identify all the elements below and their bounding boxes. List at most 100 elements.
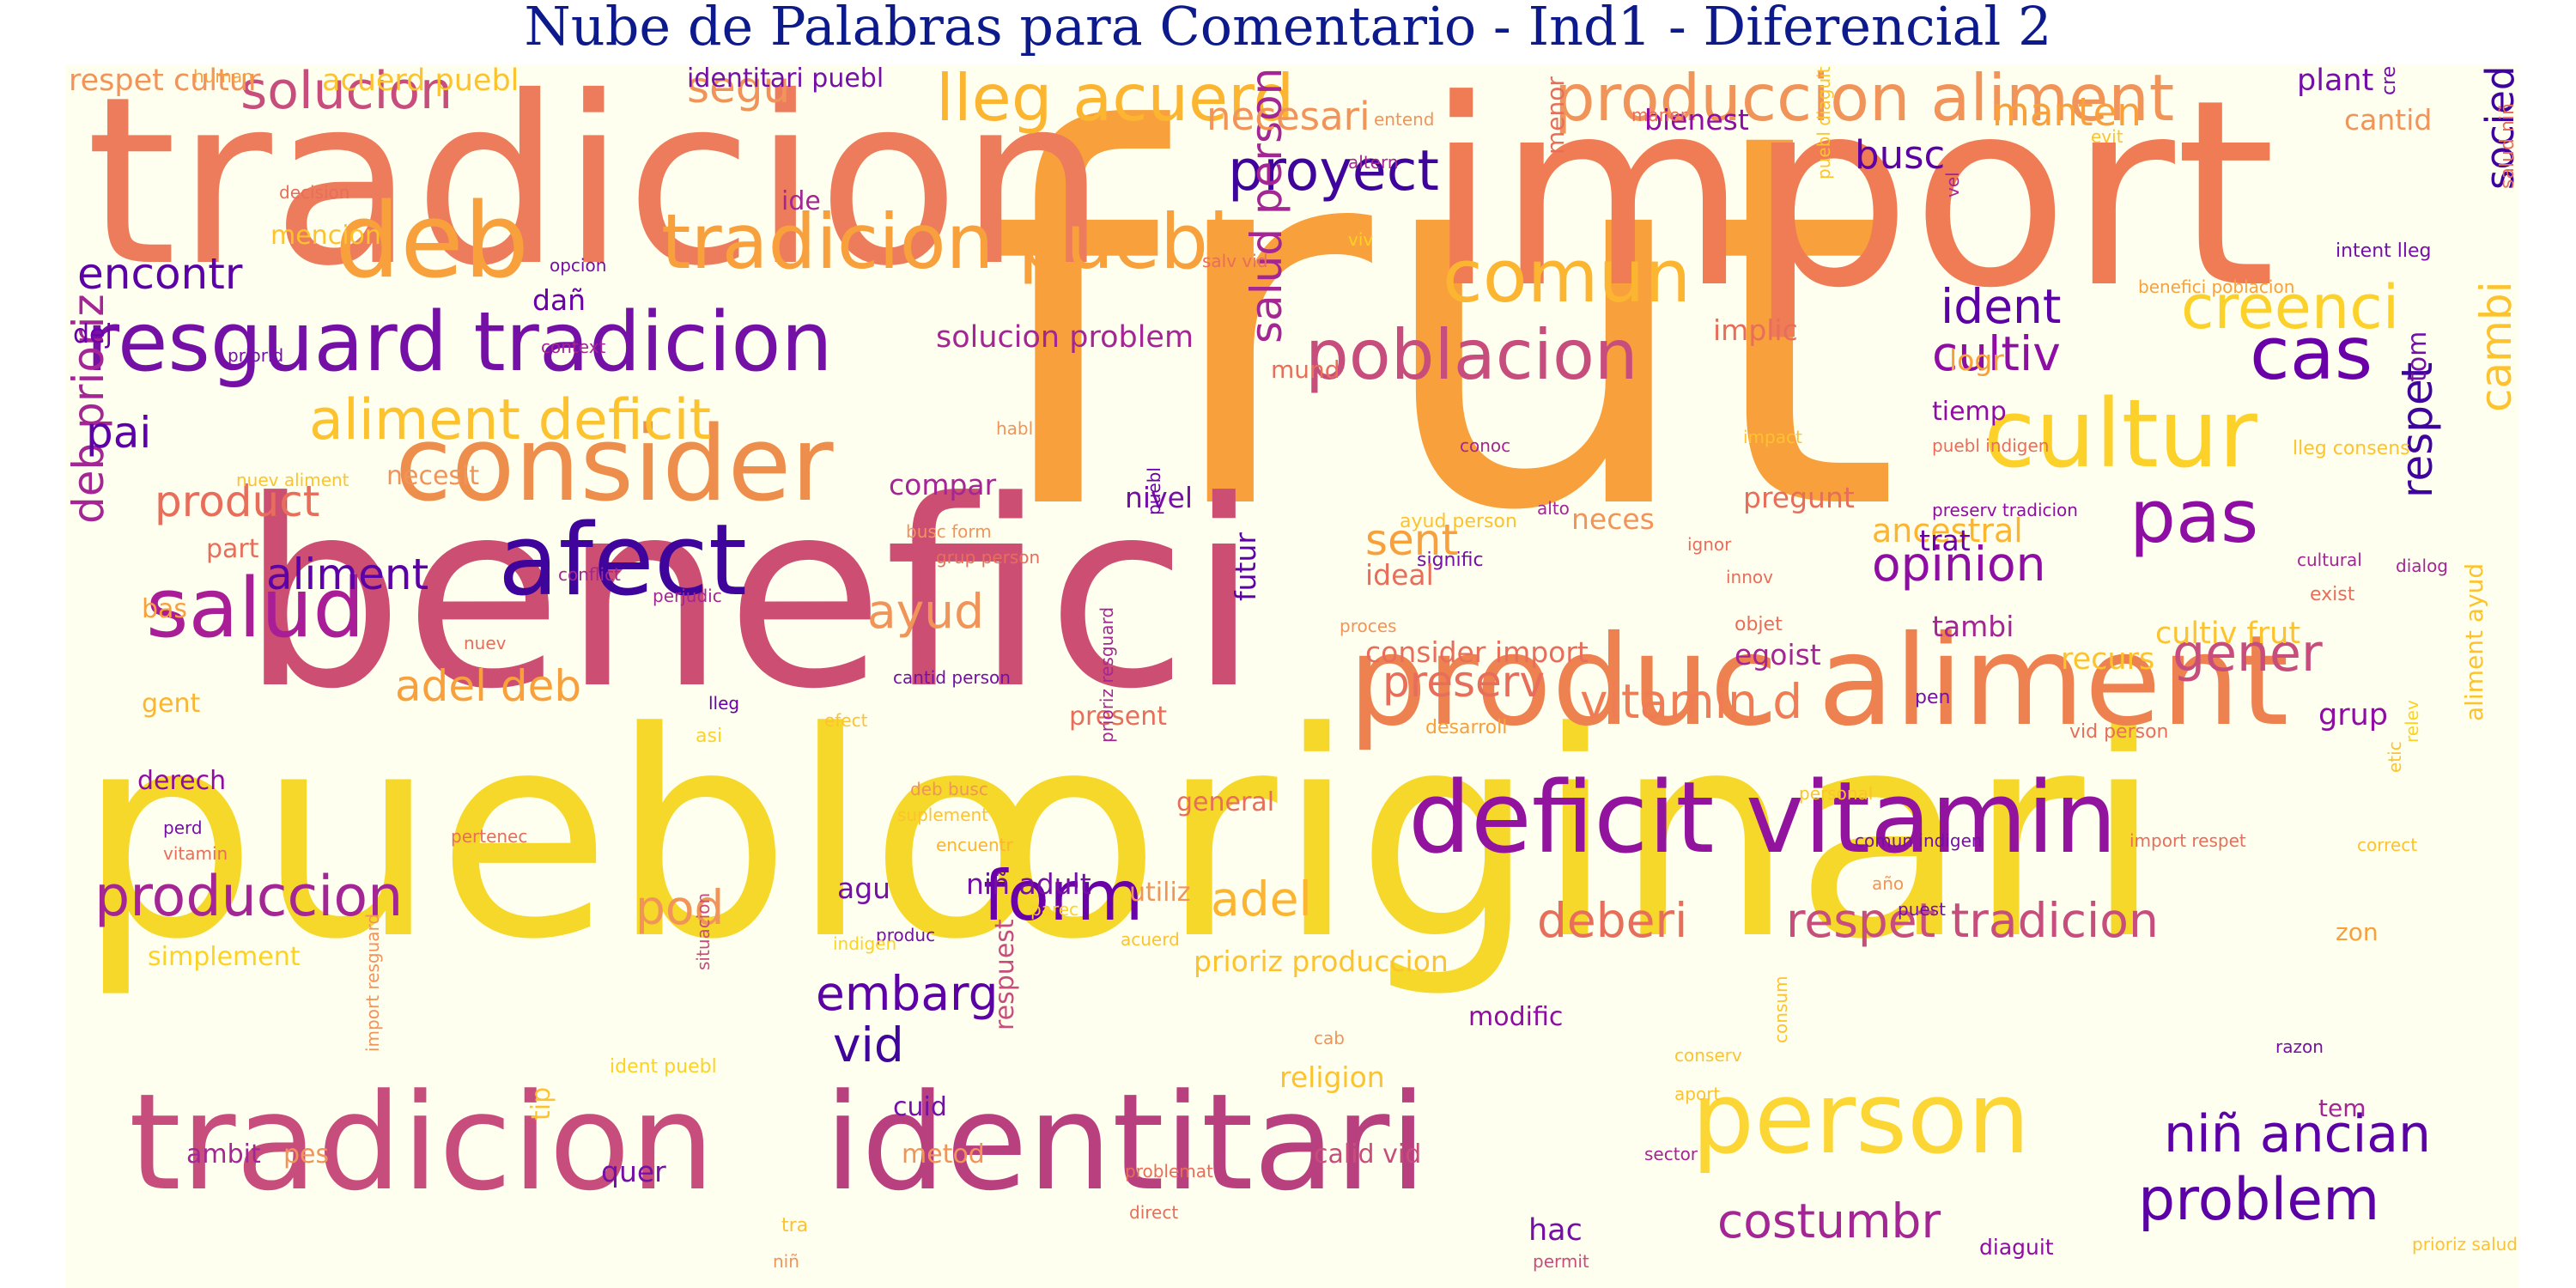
word-preserv-tradicion: preserv tradicion [1932,499,2078,520]
word-intent-lleg: intent lleg [2336,240,2432,262]
word-manten: manten [1992,89,2142,136]
word-evit: evit [2091,125,2123,147]
word-indigen: indigen [833,933,897,954]
word-neces: neces [1571,501,1655,536]
word-pes: pes [283,1139,330,1170]
word-proces: proces [1340,615,1397,636]
word-simplement: simplement [148,942,301,973]
word-decision: decision [279,181,350,203]
word-maner: maner [1631,104,1687,125]
word-pen: pen [1915,686,1951,708]
word-pas: pas [2129,475,2259,561]
word-aliment-ayud: aliment ayud [2459,562,2488,721]
word-cab: cab [1314,1027,1345,1048]
word-product: product [155,477,320,526]
word-tra: tra [781,1214,809,1236]
word-cas: cas [2250,312,2373,398]
word-vitamin-d: vitamin d [1580,673,1803,729]
word-necesit: necesit [386,461,480,492]
word-pod: pod [635,879,725,935]
word-derech: derech [137,766,227,797]
word-priorid: priorid [228,344,284,366]
word-ident-puebl: ident puebl [610,1055,717,1078]
word-respet-cultur: respet cultur [69,64,261,98]
word-cultural: cultural [2297,549,2362,570]
word-calid-vid: calid vid [1314,1139,1422,1170]
word-pai: pai [86,408,152,458]
word-preserv: preserv [1382,657,1545,707]
word-vid: vid [833,1017,904,1072]
word-comun-indigen: comun indigen [1855,829,1983,851]
word-consider: consider [395,404,834,525]
word-grup-person: grup person [936,546,1041,568]
word-correct: correct [2357,834,2418,855]
word-compar: compar [889,467,997,501]
word-acuerd: acuerd [1121,928,1180,950]
word-tradicion: tradicion [129,1064,715,1220]
word-personal: personal [1799,782,1874,804]
word-solucion-problem: solucion problem [936,320,1194,355]
word-salud: salud [146,562,365,657]
word-prioriz-salud: prioriz salud [2412,1233,2518,1255]
word-ano: año [1872,872,1905,894]
word-dej: dej [73,319,112,350]
word-efect: efect [824,709,868,731]
word-salv-vid: salv vid [1202,250,1268,271]
word-salud-nin: salud niñ [2497,103,2518,189]
word-proyect: proyect [1228,138,1440,204]
word-perjudic: perjudic [653,585,722,606]
word-zon: zon [2336,918,2379,947]
word-dan: dañ [532,283,586,317]
word-opcion: opcion [550,254,607,276]
word-implic: implic [1713,313,1798,347]
word-person: person [1692,1060,2031,1176]
word-relev: relev [2402,700,2422,743]
word-benefici-poblacion: benefici poblacion [2138,276,2295,297]
word-form: form [983,856,1144,937]
word-objet: objet [1735,613,1783,635]
word-conserv: conserv [1674,1044,1742,1066]
word-deb-busc: deb busc [910,778,988,799]
word-diaguit: diaguit [1979,1234,2054,1260]
word-part: part [206,534,259,565]
word-embarg: embarg [816,965,999,1021]
word-nin-adult: niñ adult [966,866,1091,901]
word-perd: perd [163,817,203,838]
word-agu: agu [837,871,891,905]
word-situacion: situacion [693,892,714,970]
word-cantid-person: cantid person [893,666,1011,688]
word-cultur: cultur [1984,378,2257,489]
word-utiliz: utiliz [1129,878,1191,908]
word-desarroll: desarroll [1425,716,1508,738]
word-nivel: nivel [1125,480,1194,514]
word-tradicion: tradicion [86,64,1107,317]
word-vid-person: vid person [2069,720,2169,743]
word-afect: afect [498,502,748,618]
word-produccion: produccion [94,864,404,929]
word-logr: logr [1949,343,2004,377]
word-adel: adel [1211,871,1312,927]
word-ayud: ayud [867,583,985,639]
word-acuerd-puebl: acuerd puebl [322,64,519,98]
word-direct: direct [1129,1201,1179,1223]
word-parec: parec [1030,898,1079,920]
word-ambit: ambit [186,1139,261,1170]
word-etic: etic [2385,741,2405,773]
word-creenci: creenci [2181,271,2400,343]
word-sent: sent [1365,515,1459,565]
word-ayud-person: ayud person [1400,510,1517,532]
word-general: general [1176,787,1275,818]
word-deb: deb [335,181,530,301]
word-recurs: recurs [2061,642,2155,677]
word-tiemp: tiemp [1932,397,2007,428]
word-cantid: cantid [2344,102,2433,137]
word-hac: hac [1528,1213,1583,1249]
word-import: import [1425,64,2276,344]
word-tambi: tambi [1932,609,2014,643]
word-ancestral: ancestral [1872,511,2023,550]
word-prioriz-produccion: prioriz produccion [1194,944,1449,978]
word-adel-deb: adel deb [395,661,582,711]
word-ident: ident [1941,278,2062,334]
word-busc-form: busc form [906,520,992,542]
word-respet: respet [2392,361,2442,498]
